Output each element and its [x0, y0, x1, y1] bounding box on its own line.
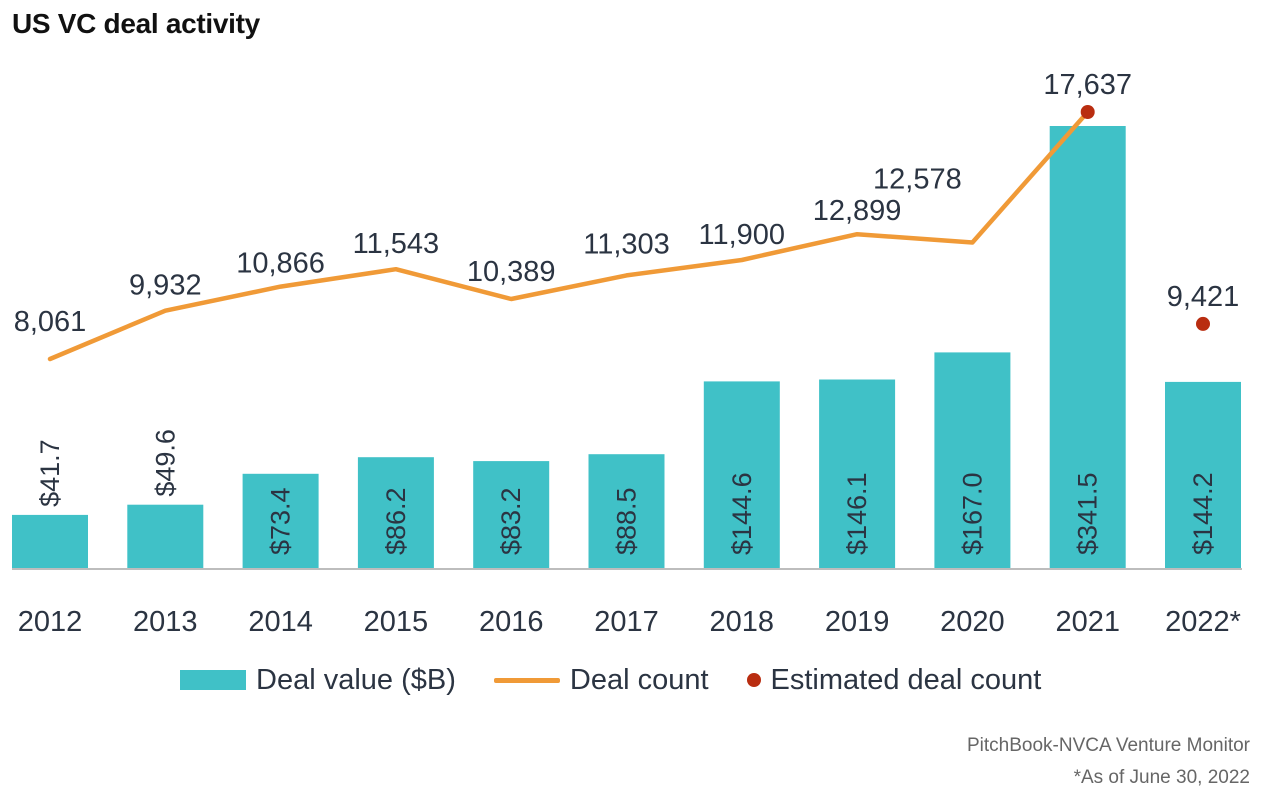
bar-value-label: $144.6: [727, 472, 757, 555]
deal-count-label: 11,303: [583, 228, 670, 260]
deal-count-label: 8,061: [14, 306, 87, 338]
legend-item-deal-count: Deal count: [493, 663, 709, 697]
legend-bar-swatch: [180, 670, 246, 690]
deal-count-label: 9,932: [129, 270, 202, 302]
bar: [934, 352, 1011, 569]
bar: [703, 381, 780, 569]
bar-value-label: $146.1: [842, 472, 872, 555]
deal-count-label: 10,866: [236, 248, 325, 280]
deal-count-label: 12,899: [813, 195, 902, 227]
estimate-point: [1196, 316, 1210, 331]
legend-item-estimated: Estimated deal count: [746, 663, 1042, 697]
x-tick-label: 2014: [248, 606, 313, 638]
source-note: PitchBook-NVCA Venture Monitor *As of Ju…: [967, 730, 1250, 794]
x-tick-label: 2021: [1055, 606, 1120, 638]
legend-label-deal-count: Deal count: [569, 663, 709, 696]
x-tick-label: 2017: [594, 606, 659, 638]
bar: [357, 457, 434, 569]
chart-canvas: $41.7 2012 $49.6 2013 $73.4 2014 $86.2 2015 $83.…: [12, 69, 1242, 638]
bar: [127, 504, 204, 569]
bar: [819, 379, 896, 569]
estimate-label: 17,637: [1043, 69, 1132, 101]
deal-count-label: 11,900: [699, 219, 786, 251]
legend-line-swatch: [493, 677, 560, 683]
x-tick-label: 2022*: [1165, 606, 1241, 638]
x-tick-label: 2019: [825, 606, 890, 638]
bar: [588, 454, 665, 569]
bar-value-label: $73.4: [266, 487, 296, 555]
source-line: PitchBook-NVCA Venture Monitor: [966, 735, 1250, 756]
bar: [473, 461, 550, 569]
bar-value-label: $88.5: [612, 487, 642, 555]
bar: [1165, 381, 1241, 569]
bar-value-label: $144.2: [1188, 472, 1218, 555]
bar-value-label: $49.6: [150, 429, 180, 497]
deal-count-line: [47, 109, 1090, 362]
x-tick-label: 2018: [710, 606, 775, 638]
bar: [12, 514, 88, 569]
x-tick-label: 2013: [133, 606, 198, 638]
legend-label-estimated: Estimated deal count: [770, 663, 1042, 696]
bar-value-label: $41.7: [35, 439, 65, 507]
bar: [242, 473, 319, 569]
legend-dot-swatch: [746, 673, 761, 687]
deal-count-label: 12,578: [873, 163, 962, 195]
chart-legend: Deal value ($B) Deal count Estimated dea…: [180, 660, 1079, 700]
legend-label-deal-value: Deal value ($B): [256, 663, 456, 696]
legend-item-deal-value: Deal value ($B): [180, 664, 456, 697]
x-tick-label: 2012: [18, 606, 83, 638]
deal-count-label: 10,389: [467, 256, 556, 288]
bar-value-label: $167.0: [957, 472, 987, 555]
footnote-line: *As of June 30, 2022: [1073, 767, 1250, 788]
chart-title: US VC deal activity: [12, 8, 260, 39]
x-tick-label: 2016: [479, 606, 544, 638]
bar-value-label: $341.5: [1073, 472, 1103, 555]
bar-value-label: $86.2: [381, 487, 411, 555]
deal-count-label: 11,543: [353, 228, 440, 260]
estimate-point: [1080, 105, 1095, 119]
estimate-label: 9,421: [1167, 281, 1240, 313]
bar-value-label: $83.2: [496, 487, 526, 555]
x-tick-label: 2020: [940, 606, 1005, 638]
x-tick-label: 2015: [364, 606, 429, 638]
bar: [1049, 126, 1126, 569]
